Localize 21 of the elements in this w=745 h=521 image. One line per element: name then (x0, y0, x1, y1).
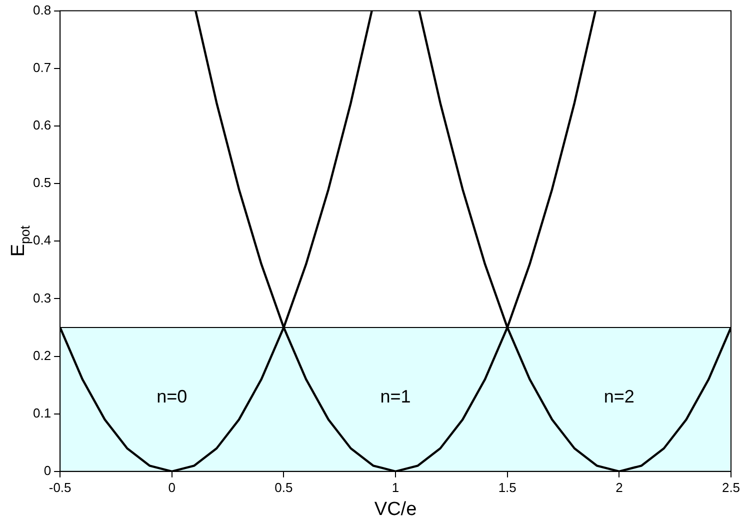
y-tick-label: 0.6 (32, 118, 52, 133)
annotation: n=2 (604, 386, 634, 406)
y-tick-label: 0.4 (32, 232, 52, 248)
y-axis-title: Epot (8, 225, 33, 257)
x-axis-title: VC/e (374, 499, 417, 520)
x-tick-label: 2 (616, 480, 623, 495)
y-tick-label: 0.2 (32, 348, 52, 363)
y-tick-label: 0.7 (32, 60, 52, 75)
y-tick-label: 0.8 (32, 2, 52, 18)
x-tick-label: 1 (392, 480, 400, 495)
annotation: n=0 (156, 386, 188, 406)
x-tick-label: 1.5 (498, 480, 516, 495)
y-tick-label: 0 (44, 462, 52, 478)
x-tick-label: 2.5 (722, 480, 740, 495)
y-tick-label: 0.5 (32, 175, 52, 190)
x-tick-label: 0 (168, 480, 176, 495)
annotation: n=1 (380, 386, 411, 406)
x-tick-label: -0.5 (48, 480, 72, 495)
x-tick-label: 0.5 (274, 480, 293, 495)
y-tick-label: 0.3 (32, 290, 52, 306)
y-tick-label: 0.1 (32, 405, 52, 420)
